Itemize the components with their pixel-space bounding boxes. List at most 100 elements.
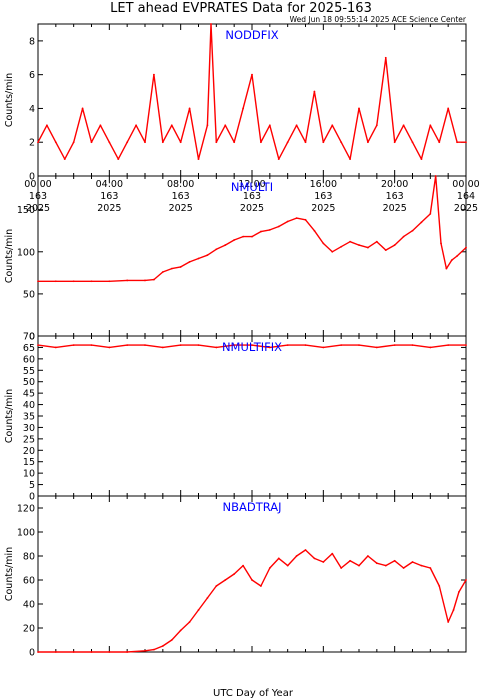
data-point — [456, 255, 458, 257]
x-tick-label: 163 — [172, 191, 190, 202]
data-point — [304, 141, 307, 144]
data-point — [54, 141, 57, 144]
data-point — [349, 158, 351, 161]
data-point — [170, 267, 173, 270]
data-point — [188, 260, 191, 263]
data-point — [161, 645, 164, 647]
data-point — [242, 107, 244, 110]
y-tick-label: 0 — [29, 492, 35, 503]
data-point — [456, 141, 458, 144]
data-point — [393, 344, 396, 347]
y-axis-label: Counts/min — [4, 73, 15, 127]
data-point — [304, 218, 307, 221]
data-point — [429, 212, 432, 215]
data-point — [108, 651, 111, 653]
y-tick-label: 20 — [23, 446, 35, 457]
data-point — [161, 346, 164, 349]
y-tick-label: 8 — [29, 36, 35, 47]
data-point — [260, 230, 262, 233]
data-point — [375, 346, 378, 349]
data-point — [72, 344, 75, 347]
data-point — [440, 242, 442, 245]
data-point — [286, 141, 289, 144]
data-point — [135, 124, 137, 127]
data-point — [322, 242, 325, 245]
data-point — [438, 141, 441, 144]
data-point — [420, 564, 423, 567]
data-point — [260, 141, 262, 144]
data-point — [206, 124, 209, 127]
data-point — [384, 564, 387, 567]
panel-label: NBADTRAJ — [222, 500, 281, 514]
data-point — [447, 107, 450, 110]
data-point — [420, 221, 423, 224]
data-point — [429, 346, 432, 349]
y-tick-label: 25 — [23, 434, 35, 445]
data-point — [411, 344, 414, 347]
panel-label: NMULTI — [231, 180, 273, 194]
y-axis-label: Counts/min — [4, 389, 15, 443]
y-tick-label: 0 — [29, 332, 35, 343]
data-point — [179, 141, 182, 144]
panels: 0246800:00163202504:00163202508:00163202… — [4, 23, 480, 659]
series-line-noddfix — [37, 23, 466, 160]
x-tick-label: 08:00 — [167, 179, 194, 190]
panel-frame — [37, 23, 467, 177]
data-point — [358, 344, 360, 347]
data-point — [179, 344, 182, 347]
y-tick-label: 100 — [17, 528, 35, 539]
x-tick-label: 2025 — [240, 203, 264, 214]
data-point — [465, 579, 467, 581]
data-point — [375, 562, 378, 565]
data-point — [206, 254, 209, 257]
figure-title: LET ahead EVPRATES Data for 2025-163 — [110, 1, 372, 16]
y-tick-label: 60 — [23, 576, 35, 587]
data-point — [452, 609, 455, 611]
data-point — [384, 249, 387, 252]
y-tick-label: 40 — [23, 600, 35, 611]
x-axis-label: UTC Day of Year — [213, 688, 294, 699]
data-point — [153, 278, 155, 281]
data-point — [37, 651, 39, 653]
data-point — [322, 561, 325, 563]
data-point — [126, 279, 129, 282]
data-point — [72, 651, 75, 653]
data-point — [438, 585, 441, 587]
data-point — [197, 344, 200, 347]
data-point — [411, 561, 414, 563]
data-point — [367, 555, 369, 557]
data-point — [429, 124, 432, 127]
panel-frame — [37, 335, 467, 497]
data-point — [224, 124, 227, 127]
y-tick-label: 50 — [23, 377, 35, 388]
panel-nmulti: 0 50 100 150 Counts/min NMULTI — [4, 175, 467, 343]
data-point — [215, 585, 218, 587]
y-tick-label: 4 — [29, 104, 35, 115]
data-point — [126, 141, 129, 144]
y-tick-label: 2 — [29, 138, 35, 149]
data-point — [429, 567, 432, 569]
x-tick-label: 16:00 — [310, 179, 337, 190]
y-tick-label: 0 — [29, 172, 35, 183]
data-point — [340, 567, 343, 569]
data-point — [179, 629, 182, 632]
data-point — [375, 240, 378, 243]
data-point — [268, 346, 271, 349]
y-tick-label: 10 — [23, 469, 35, 480]
y-tick-label: 150 — [17, 205, 35, 216]
data-point — [108, 280, 111, 283]
data-point — [277, 158, 280, 161]
data-point — [161, 141, 164, 144]
data-point — [295, 217, 298, 220]
data-point — [367, 141, 369, 144]
data-point — [457, 591, 460, 593]
data-point — [99, 124, 102, 127]
data-point — [206, 597, 209, 599]
data-point — [331, 250, 334, 253]
x-tick-label: 04:00 — [96, 179, 123, 190]
y-tick-label: 6 — [29, 70, 35, 81]
y-axis-label: Counts/min — [4, 229, 15, 283]
y-tick-label: 50 — [23, 289, 35, 300]
data-point — [90, 651, 93, 653]
